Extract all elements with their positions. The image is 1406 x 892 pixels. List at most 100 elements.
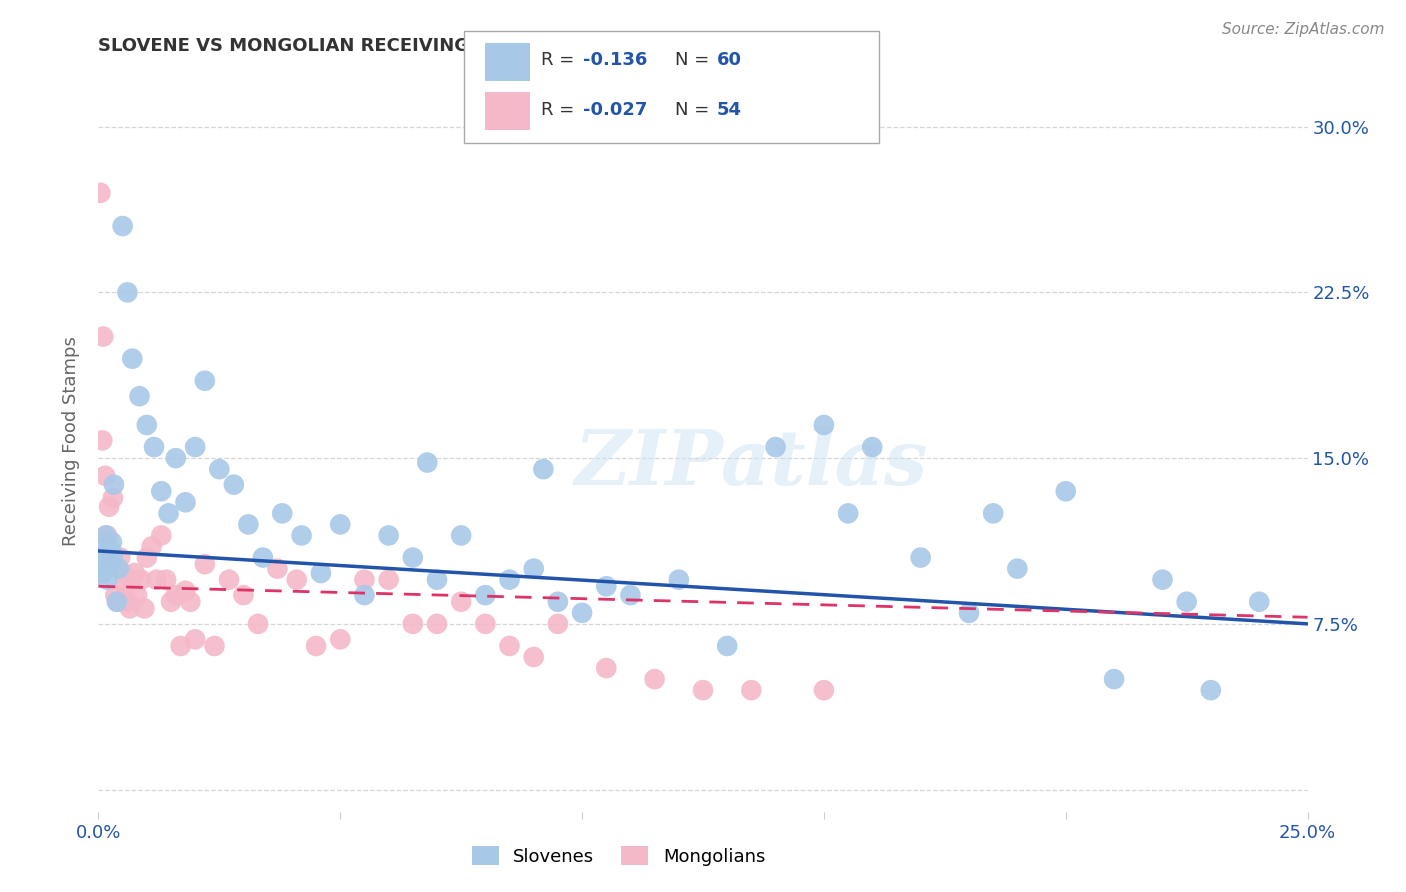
Point xyxy=(114,579,136,593)
Point xyxy=(353,588,375,602)
Text: ZIPatlas: ZIPatlas xyxy=(575,426,928,500)
Point xyxy=(165,451,187,466)
Text: N =: N = xyxy=(675,101,714,119)
Point xyxy=(290,528,312,542)
Point xyxy=(117,595,139,609)
Point xyxy=(103,477,125,491)
Point xyxy=(121,351,143,366)
Point xyxy=(1152,573,1174,587)
Point xyxy=(141,540,163,554)
Point xyxy=(160,595,183,609)
Point xyxy=(619,588,641,602)
Point xyxy=(271,507,294,521)
Point xyxy=(128,389,150,403)
Point xyxy=(981,507,1004,521)
Text: 60: 60 xyxy=(717,52,742,70)
Point xyxy=(98,544,121,558)
Point xyxy=(329,632,352,647)
Point xyxy=(498,573,520,587)
Point xyxy=(101,535,124,549)
Text: -0.136: -0.136 xyxy=(583,52,648,70)
Point xyxy=(208,462,231,476)
Point xyxy=(222,477,245,491)
Point xyxy=(91,329,114,343)
Point xyxy=(571,606,593,620)
Point xyxy=(174,495,197,509)
Point xyxy=(377,528,399,542)
Point xyxy=(426,616,449,631)
Point xyxy=(285,573,308,587)
Point xyxy=(96,528,118,542)
Point xyxy=(910,550,932,565)
Point xyxy=(426,573,449,587)
Point xyxy=(1054,484,1077,499)
Point xyxy=(135,550,157,565)
Point xyxy=(118,601,141,615)
Point xyxy=(247,616,270,631)
Text: R =: R = xyxy=(541,101,581,119)
Point xyxy=(155,573,177,587)
Point xyxy=(1199,683,1222,698)
Point xyxy=(1102,672,1125,686)
Point xyxy=(117,285,139,300)
Point xyxy=(531,462,554,476)
Point xyxy=(450,528,472,542)
Point xyxy=(96,573,118,587)
Point xyxy=(91,566,114,580)
Point xyxy=(474,616,496,631)
Point xyxy=(184,440,207,454)
Point xyxy=(124,566,146,580)
Point xyxy=(89,186,111,200)
Point xyxy=(329,517,352,532)
Text: -0.027: -0.027 xyxy=(583,101,648,119)
Point xyxy=(765,440,787,454)
Point xyxy=(150,528,173,542)
Point xyxy=(169,639,191,653)
Point xyxy=(547,616,569,631)
Point xyxy=(184,632,207,647)
Point xyxy=(238,517,260,532)
Point xyxy=(94,528,117,542)
Point xyxy=(353,573,375,587)
Point xyxy=(1007,561,1029,575)
Point xyxy=(94,468,117,483)
Point xyxy=(157,507,180,521)
Point xyxy=(129,573,152,587)
Point xyxy=(98,500,121,514)
Point xyxy=(145,573,167,587)
Point xyxy=(957,606,980,620)
Point xyxy=(105,595,128,609)
Legend: Slovenes, Mongolians: Slovenes, Mongolians xyxy=(464,839,772,873)
Point xyxy=(108,550,131,565)
Point xyxy=(595,661,617,675)
Point xyxy=(111,566,134,580)
Point xyxy=(813,683,835,698)
Point xyxy=(90,550,112,565)
Point xyxy=(595,579,617,593)
Point xyxy=(860,440,883,454)
Point xyxy=(498,639,520,653)
Point xyxy=(523,650,546,665)
Point xyxy=(416,456,439,470)
Point xyxy=(402,550,425,565)
Point xyxy=(111,219,134,233)
Point xyxy=(716,639,738,653)
Point xyxy=(107,595,129,609)
Point xyxy=(547,595,569,609)
Point xyxy=(837,507,859,521)
Point xyxy=(474,588,496,602)
Point xyxy=(218,573,240,587)
Text: SLOVENE VS MONGOLIAN RECEIVING FOOD STAMPS CORRELATION CHART: SLOVENE VS MONGOLIAN RECEIVING FOOD STAM… xyxy=(98,37,844,54)
Point xyxy=(194,558,217,572)
Point xyxy=(101,491,124,505)
Text: Source: ZipAtlas.com: Source: ZipAtlas.com xyxy=(1222,22,1385,37)
Point xyxy=(402,616,425,631)
Point xyxy=(309,566,332,580)
Point xyxy=(252,550,274,565)
Point xyxy=(174,583,197,598)
Point xyxy=(135,417,157,432)
Point xyxy=(204,639,226,653)
Point xyxy=(1249,595,1271,609)
Text: 54: 54 xyxy=(717,101,742,119)
Point xyxy=(150,484,173,499)
